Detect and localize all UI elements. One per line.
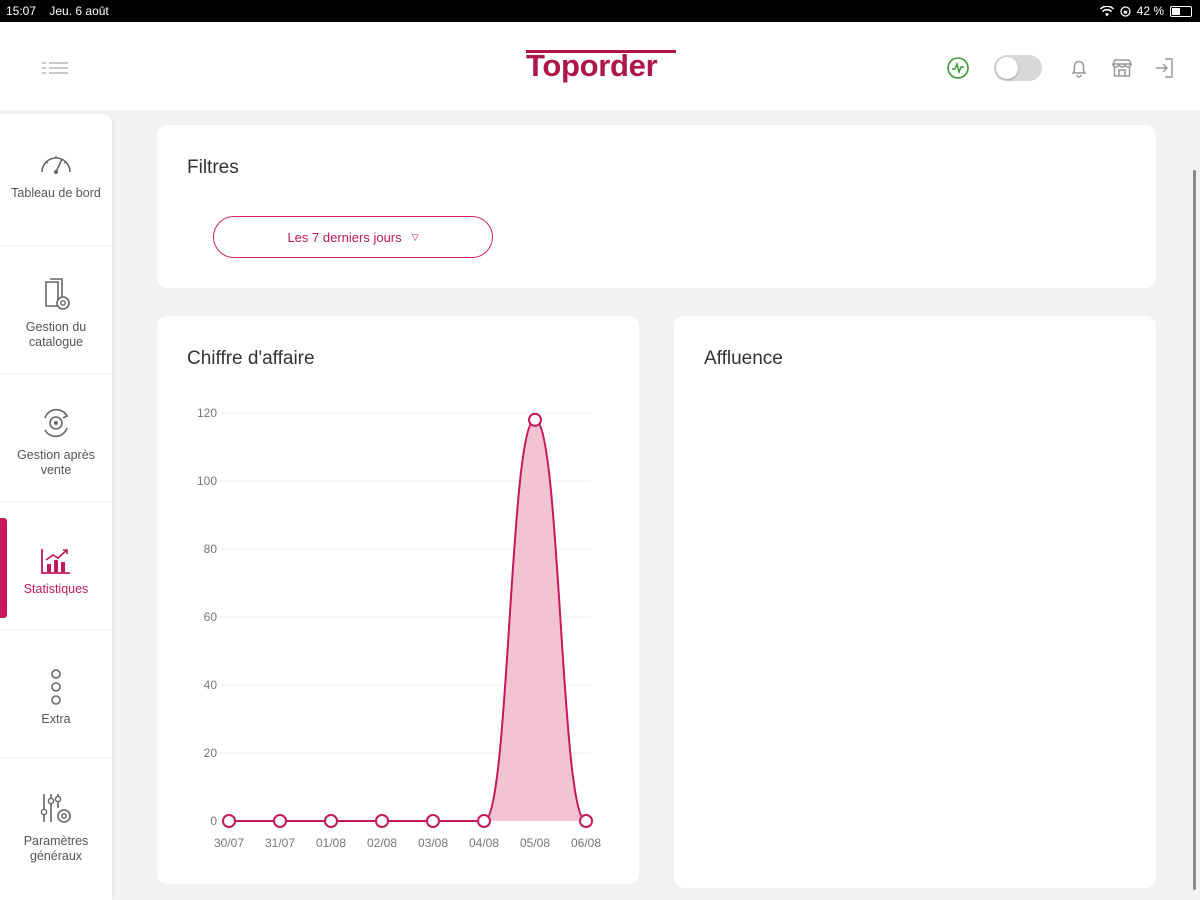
y-tick-label: 120: [197, 406, 217, 420]
data-point: [579, 814, 593, 828]
gauge-icon: [41, 156, 71, 174]
sidebar-item-label: Tableau de bord: [11, 186, 101, 200]
logo: Toporder: [526, 48, 676, 83]
y-tick-label: 0: [210, 814, 217, 828]
y-tick-label: 60: [204, 610, 218, 624]
affluence-card: Affluence: [674, 316, 1156, 888]
sidebar-active-indicator: [0, 518, 7, 618]
chevron-down-icon: ▽: [411, 231, 419, 242]
x-tick-label: 06/08: [571, 836, 601, 850]
menu-icon[interactable]: [42, 60, 68, 76]
filters-title: Filtres: [187, 157, 239, 178]
sidebar-item-label: Paramètres généraux: [23, 834, 89, 863]
battery-icon: [1170, 5, 1192, 17]
data-point: [426, 814, 440, 828]
catalog-settings-icon: [45, 278, 70, 310]
after-sales-icon: [44, 408, 69, 438]
scrollbar[interactable]: [1193, 170, 1196, 890]
x-tick-label: 04/08: [469, 836, 499, 850]
sidebar-item-dashboard[interactable]: Tableau de bord: [0, 146, 112, 246]
sidebar: Tableau de bord Gestion du catalogue Ges…: [0, 114, 112, 900]
x-tick-label: 31/07: [265, 836, 295, 850]
statistics-icon: [41, 549, 70, 574]
settings-sliders-icon: [40, 794, 71, 823]
x-tick-label: 01/08: [316, 836, 346, 850]
series-area: [229, 419, 586, 821]
y-tick-label: 80: [204, 542, 218, 556]
sidebar-item-statistics[interactable]: Statistiques: [0, 502, 112, 630]
x-tick-label: 05/08: [520, 836, 550, 850]
x-tick-label: 30/07: [214, 836, 244, 850]
sidebar-item-label: Gestion après vente: [17, 448, 95, 477]
bell-icon[interactable]: [1066, 55, 1092, 81]
data-point: [273, 814, 287, 828]
logo-text: Toporder: [526, 48, 658, 83]
battery-fill: [1172, 7, 1181, 15]
status-left: 15:07 Jeu. 6 août: [6, 4, 119, 18]
data-point: [528, 412, 542, 427]
data-point: [222, 814, 236, 828]
sidebar-item-label: Extra: [41, 712, 71, 726]
revenue-chart: 0 20 40 60 80 100 120 30/07 31/07 01/08 02/08 03/08…: [197, 406, 601, 850]
y-tick-label: 100: [197, 474, 217, 488]
sidebar-item-catalog[interactable]: Gestion du catalogue: [0, 246, 112, 374]
status-date: Jeu. 6 août: [49, 4, 109, 18]
affluence-title: Affluence: [704, 348, 783, 369]
sidebar-item-after-sales[interactable]: Gestion après vente: [0, 374, 112, 502]
toggle-knob: [996, 57, 1018, 79]
app-header: Toporder: [0, 22, 1200, 110]
more-dots-icon: [51, 669, 61, 705]
status-right: 42 %: [1099, 4, 1192, 18]
online-status-icon[interactable]: [945, 55, 971, 81]
y-tick-label: 20: [204, 746, 218, 760]
revenue-chart-card: Chiffre d'affaire 0 20 40 60 80 100 120 30/07 31…: [157, 316, 639, 884]
sidebar-item-settings[interactable]: Paramètres généraux: [0, 758, 112, 900]
data-point: [375, 814, 389, 828]
revenue-chart-title: Chiffre d'affaire: [187, 348, 315, 369]
status-time: 15:07: [6, 4, 37, 18]
logout-icon[interactable]: [1151, 55, 1177, 81]
period-filter-button[interactable]: Les 7 derniers jours ▽: [213, 216, 493, 258]
data-point: [477, 814, 491, 828]
rotation-lock-icon: [1119, 5, 1131, 17]
status-bar: 15:07 Jeu. 6 août 42 %: [0, 0, 1200, 22]
sidebar-item-label: Statistiques: [23, 582, 89, 596]
sidebar-item-extra[interactable]: Extra: [0, 630, 112, 758]
x-tick-label: 03/08: [418, 836, 448, 850]
store-icon[interactable]: [1109, 55, 1135, 81]
x-tick-label: 02/08: [367, 836, 397, 850]
mode-toggle[interactable]: [994, 55, 1042, 81]
sidebar-item-label: Gestion du catalogue: [25, 320, 87, 349]
period-filter-label: Les 7 derniers jours: [287, 229, 402, 245]
data-point: [324, 814, 338, 828]
logo-underline: [526, 50, 676, 53]
y-tick-label: 40: [204, 678, 218, 692]
wifi-icon: [1099, 5, 1114, 16]
filters-card: Filtres Les 7 derniers jours ▽: [157, 125, 1156, 288]
battery-percent: 42 %: [1136, 4, 1164, 18]
